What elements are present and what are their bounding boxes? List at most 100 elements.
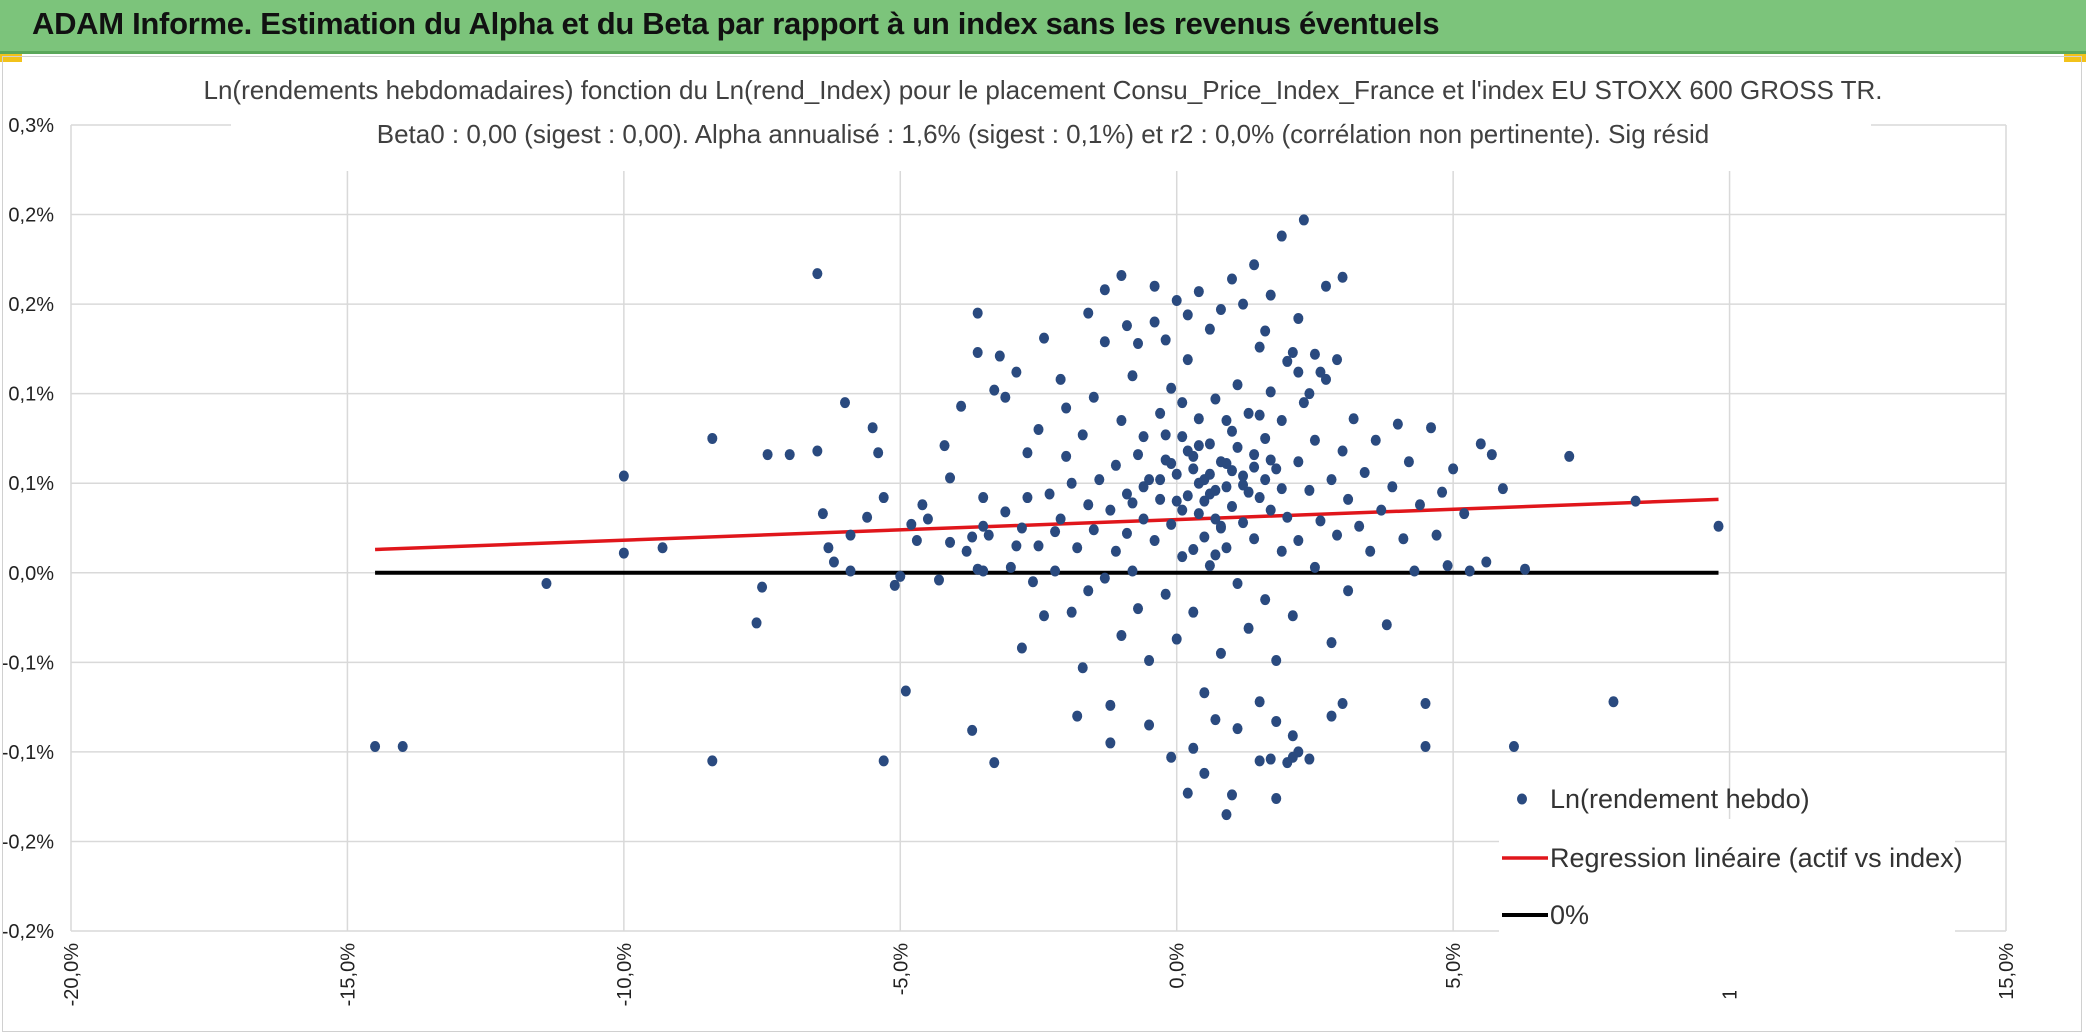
scatter-point [911, 535, 922, 547]
scatter-point [1403, 456, 1414, 468]
scatter-point [1221, 415, 1232, 427]
scatter-point [1215, 303, 1226, 315]
scatter-point [1094, 474, 1105, 486]
scatter-point [1221, 542, 1232, 554]
scatter-point [1215, 456, 1226, 468]
scatter-point [1287, 730, 1298, 742]
scatter-point [1005, 561, 1016, 573]
scatter-point [1193, 413, 1204, 425]
scatter-point [1000, 506, 1011, 518]
corner-accent-right [2064, 54, 2086, 62]
scatter-point [1210, 714, 1221, 726]
scatter-point [1326, 474, 1337, 486]
scatter-point [1232, 578, 1243, 590]
scatter-point [1713, 520, 1724, 532]
scatter-point [1204, 468, 1215, 480]
scatter-point [1083, 585, 1094, 597]
scatter-point [618, 547, 629, 559]
scatter-point [1149, 316, 1160, 328]
scatter-point [945, 472, 956, 484]
y-tick-label: 0,1% [8, 384, 54, 406]
scatter-point [900, 685, 911, 697]
scatter-point [1332, 354, 1343, 366]
scatter-point [1061, 450, 1072, 462]
scatter-point [1381, 619, 1392, 631]
scatter-point [1309, 561, 1320, 573]
scatter-point [895, 570, 906, 582]
scatter-point [1326, 710, 1337, 722]
scatter-point [1099, 572, 1110, 584]
scatter-point [1088, 524, 1099, 536]
scatter-point [1426, 422, 1437, 434]
scatter-point [541, 578, 552, 590]
scatter-point [878, 492, 889, 504]
title-backdrop [231, 63, 1871, 171]
scatter-point [1099, 284, 1110, 296]
scatter-point [840, 397, 850, 409]
chart-title-line: Beta0 : 0,00 (sigest : 0,00). Alpha annu… [377, 119, 1710, 149]
scatter-point [1238, 517, 1249, 529]
scatter-point [817, 508, 828, 520]
scatter-point [1133, 449, 1144, 461]
scatter-point [1221, 809, 1232, 821]
scatter-point [1105, 699, 1116, 711]
scatter-point [1265, 753, 1276, 765]
scatter-point [1193, 508, 1204, 520]
scatter-point [1133, 338, 1144, 350]
scatter-point [978, 492, 989, 504]
scatter-point [1354, 520, 1365, 532]
scatter-point [1431, 529, 1442, 541]
scatter-point [1039, 610, 1050, 622]
scatter-point [618, 470, 629, 482]
scatter-point [1166, 751, 1177, 763]
scatter-point [397, 741, 408, 753]
legend-label-regression: Regression linéaire (actif vs index) [1550, 843, 1963, 873]
scatter-point [1177, 431, 1188, 443]
scatter-point [1442, 560, 1453, 572]
scatter-point [1055, 373, 1066, 385]
scatter-point [845, 565, 856, 577]
scatter-point [1199, 767, 1210, 779]
scatter-point [1144, 719, 1155, 731]
scatter-point [1105, 737, 1116, 749]
scatter-point [1138, 481, 1149, 493]
scatter-point [1260, 432, 1271, 444]
scatter-point [994, 350, 1005, 362]
scatter-point [1315, 515, 1326, 527]
y-tick-label: -0,1% [3, 742, 54, 764]
scatter-point [1249, 461, 1260, 473]
scatter-point [1260, 594, 1271, 606]
scatter-point [1110, 459, 1121, 471]
chart-title-line: Ln(rendements hebdomadaires) fonction du… [203, 75, 1882, 105]
scatter-point [1188, 742, 1199, 754]
scatter-point [1188, 463, 1199, 475]
scatter-point [1243, 486, 1254, 498]
scatter-point [1227, 465, 1237, 477]
scatter-point [1630, 495, 1641, 507]
legend-label-zero: 0% [1550, 900, 1589, 930]
scatter-point [1238, 298, 1249, 310]
scatter-point [1276, 415, 1287, 427]
y-tick-label: -0,2% [3, 831, 54, 853]
scatter-point [1304, 484, 1315, 496]
scatter-point [1116, 415, 1127, 427]
scatter-point [1166, 382, 1177, 394]
scatter-point [1127, 565, 1138, 577]
scatter-point [1276, 230, 1287, 242]
scatter-point [812, 268, 823, 280]
scatter-point [1066, 477, 1077, 489]
scatter-point [1055, 513, 1066, 525]
scatter-point [1387, 481, 1398, 493]
scatter-point [1304, 388, 1315, 400]
scatter-point [1182, 309, 1193, 321]
scatter-point [1155, 493, 1166, 505]
scatter-point [1370, 434, 1381, 446]
x-tick-label: -5,0% [890, 943, 912, 995]
scatter-point [1276, 545, 1287, 557]
scatter-point [1149, 535, 1160, 547]
scatter-point [1376, 504, 1387, 516]
scatter-point [1232, 723, 1243, 735]
x-tick-label: -10,0% [614, 943, 636, 1007]
scatter-point [762, 449, 773, 461]
scatter-point [1177, 504, 1188, 516]
